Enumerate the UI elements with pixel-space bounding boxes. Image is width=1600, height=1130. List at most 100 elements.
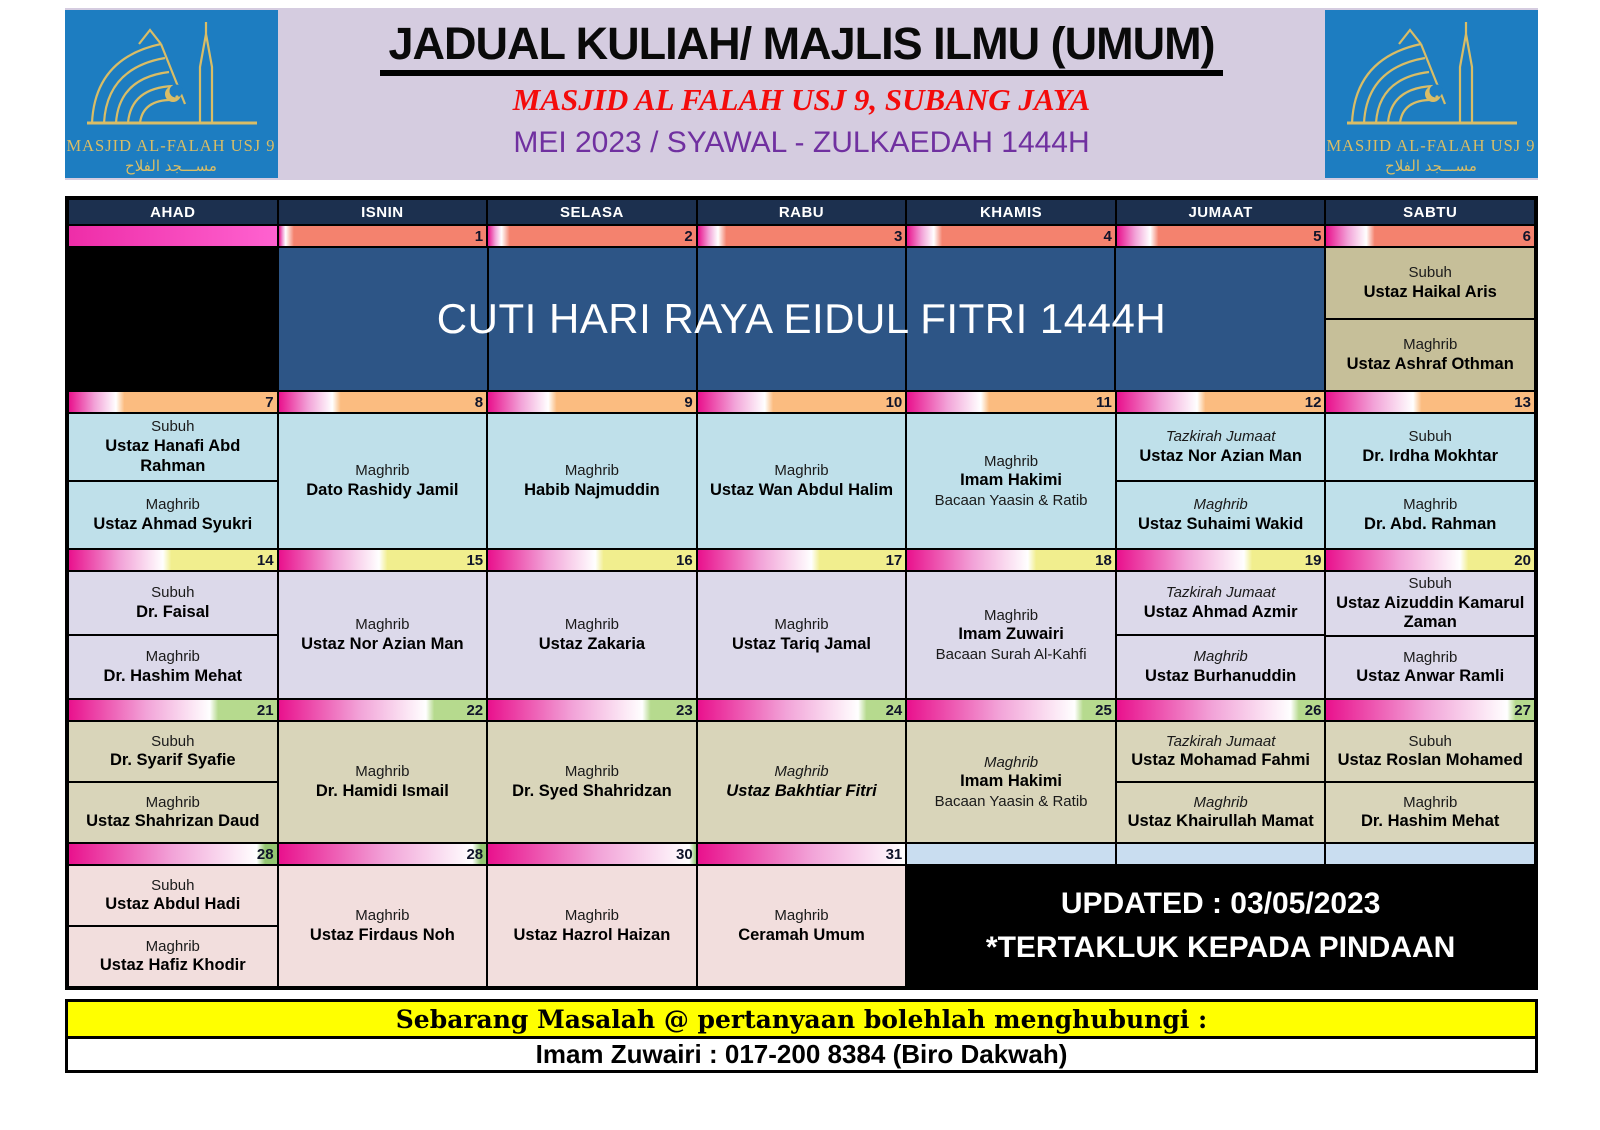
date-bar: [906, 843, 1116, 865]
schedule-cell-day-11: Maghrib Imam Hakimi Bacaan Yaasin & Ratib: [906, 413, 1116, 549]
crescent-icon: [1425, 84, 1443, 102]
date-bar-25: 25: [906, 699, 1116, 721]
prayer-time-label: Maghrib: [774, 763, 829, 781]
date-number: 8: [474, 393, 484, 411]
speaker-name: Dr. Faisal: [136, 602, 210, 621]
date-bar-28: 28: [68, 843, 278, 865]
footer: Sebarang Masalah @ pertanyaan bolehlah m…: [65, 999, 1538, 1073]
schedule-slot: Maghrib Ustaz Burhanuddin: [1116, 634, 1325, 698]
speaker-name: Ustaz Shahrizan Daud: [86, 812, 260, 831]
speaker-name: Imam Hakimi: [960, 471, 1062, 490]
day-header-khamis: KHAMIS: [906, 199, 1116, 225]
speaker-name: Ustaz Tariq Jamal: [731, 634, 872, 653]
speaker-name: Ustaz Khairullah Mamat: [1127, 812, 1314, 831]
date-bar-18: 18: [906, 549, 1116, 571]
prayer-time-label: Tazkirah Jumaat: [1165, 732, 1276, 750]
speaker-name: Ustaz Anwar Ramli: [1356, 667, 1505, 686]
speaker-name: Ustaz Hazrol Haizan: [513, 925, 671, 944]
speaker-name: Ustaz Roslan Mohamed: [1337, 751, 1523, 770]
schedule-cell-day-17: Maghrib Ustaz Tariq Jamal: [696, 571, 907, 699]
calendar-table: AHAD ISNIN SELASA RABU KHAMIS JUMAAT SABTU 1 2 3 4…: [65, 196, 1538, 990]
prayer-time-label: Subuh: [151, 876, 195, 894]
prayer-time-label: Maghrib: [1403, 793, 1458, 811]
logo-text: MASJID AL-FALAH USJ 9: [1326, 136, 1535, 155]
day-header-row: AHAD ISNIN SELASA RABU KHAMIS JUMAAT SABTU: [68, 199, 1535, 225]
schedule-slot: Subuh Dr. Syarif Syafie: [69, 722, 277, 781]
column-divider: [695, 248, 698, 390]
mosque-icon: [87, 22, 257, 125]
schedule-slot: Maghrib Ustaz Firdaus Noh: [279, 866, 487, 986]
date-number: 12: [1304, 393, 1322, 411]
week-row: CUTI HARI RAYA EIDUL FITRI 1444H Subuh Ust…: [68, 247, 1535, 391]
schedule-cell-day-26: Tazkirah Jumaat Ustaz Mohamad Fahmi Maghri…: [1115, 721, 1326, 843]
date-bar-28: 28: [277, 843, 488, 865]
date-number: 18: [1095, 551, 1112, 569]
date-number: 30: [676, 845, 693, 863]
schedule-slot: Maghrib Ustaz Suhaimi Wakid: [1116, 480, 1325, 548]
footer-contact-number: Imam Zuwairi : 017-200 8384 (Biro Dakwah…: [68, 1039, 1535, 1070]
schedule-slot: Maghrib Ustaz Zakaria: [488, 572, 696, 698]
schedule-slot: Maghrib Imam Zuwairi Bacaan Surah Al-Kahfi: [907, 572, 1115, 698]
column-divider: [1114, 248, 1117, 390]
date-number: 2: [684, 227, 693, 245]
speaker-name: Ustaz Ahmad Azmir: [1143, 602, 1298, 621]
mosque-logo: MASJID AL-FALAH USJ 9 مســـجد الفلاح: [1325, 10, 1538, 178]
activity-note: Bacaan Surah Al-Kahfi: [935, 645, 1087, 663]
schedule-slot: Maghrib Imam Hakimi Bacaan Yaasin & Ratib: [907, 414, 1115, 548]
schedule-cell-day-21: Subuh Dr. Syarif Syafie Maghrib Ustaz Shahr…: [68, 721, 278, 843]
schedule-cell-day-24: Maghrib Ustaz Bakhtiar Fitri: [696, 721, 907, 843]
week-row: Subuh Ustaz Hanafi Abd Rahman Maghrib Ustaz…: [68, 413, 1535, 549]
date-number: 19: [1304, 551, 1322, 569]
date-bar-row: 28 28 30 31: [68, 843, 1535, 865]
prayer-time-label: Maghrib: [1193, 793, 1248, 811]
schedule-slot: Maghrib Dr. Hamidi Ismail: [279, 722, 487, 842]
date-bar: [68, 225, 278, 247]
schedule-cell-day-20: Subuh Ustaz Aizuddin Kamarul Zaman Maghrib…: [1325, 571, 1535, 699]
prayer-time-label: Maghrib: [1403, 336, 1458, 354]
prayer-time-label: Maghrib: [983, 606, 1039, 624]
schedule-cell-day-13: Subuh Dr. Irdha Mokhtar Maghrib Dr. Abd. Ra…: [1325, 413, 1535, 549]
column-divider: [905, 248, 908, 390]
speaker-name: Dr. Syarif Syafie: [109, 751, 236, 770]
prayer-time-label: Maghrib: [145, 793, 200, 811]
date-bar-8: 8: [277, 391, 488, 413]
date-bar-1: 1: [277, 225, 488, 247]
schedule-slot: Maghrib Ustaz Hazrol Haizan: [488, 866, 696, 986]
schedule-cell-day-31: Maghrib Ceramah Umum: [696, 865, 907, 987]
column-divider: [486, 248, 489, 390]
speaker-name: Imam Hakimi: [960, 772, 1062, 791]
prayer-time-label: Subuh: [1408, 428, 1452, 446]
speaker-name: Ustaz Ahmad Syukri: [93, 514, 253, 533]
date-bar-30: 30: [487, 843, 697, 865]
schedule-slot: Maghrib Dr. Hashim Mehat: [1326, 781, 1534, 842]
prayer-time-label: Maghrib: [355, 907, 410, 925]
mosque-name: MASJID AL FALAH USJ 9, SUBANG JAYA: [512, 82, 1091, 118]
schedule-cell-day-30: Maghrib Ustaz Hazrol Haizan: [487, 865, 697, 987]
speaker-name: Ustaz Hafiz Khodir: [99, 956, 246, 975]
date-bar-15: 15: [277, 549, 488, 571]
date-number: 14: [256, 551, 274, 569]
prayer-time-label: Maghrib: [1403, 648, 1458, 666]
date-number: 28: [256, 845, 274, 863]
prayer-time-label: Maghrib: [564, 763, 620, 781]
update-note: UPDATED : 03/05/2023 *TERTAKLUK KEPADA PI…: [906, 865, 1535, 987]
schedule-slot: Maghrib Ustaz Hafiz Khodir: [69, 925, 277, 986]
speaker-name: Ustaz Aizuddin Kamarul Zaman: [1336, 593, 1525, 632]
date-number: 22: [466, 701, 484, 719]
calendar-period: MEI 2023 / SYAWAL - ZULKAEDAH 1444H: [513, 126, 1090, 160]
page-title: JADUAL KULIAH/ MAJLIS ILMU (UMUM): [380, 20, 1223, 77]
date-number: 20: [1514, 551, 1531, 569]
date-bar-23: 23: [487, 699, 697, 721]
schedule-cell-day-18: Maghrib Imam Zuwairi Bacaan Surah Al-Kahfi: [906, 571, 1116, 699]
schedule-cell-day-28: Subuh Ustaz Abdul Hadi Maghrib Ustaz Hafiz …: [68, 865, 278, 987]
page-header: MASJID AL-FALAH USJ 9 مســـجد الفلاح JAD…: [65, 8, 1538, 180]
schedule-slot: Subuh Ustaz Haikal Aris: [1326, 248, 1534, 318]
schedule-slot: Maghrib Ceramah Umum: [698, 866, 906, 986]
date-bar-26: 26: [1115, 699, 1326, 721]
speaker-name: Ustaz Firdaus Noh: [309, 925, 455, 944]
date-bar-20: 20: [1325, 549, 1535, 571]
schedule-slot: Tazkirah Jumaat Ustaz Mohamad Fahmi: [1117, 722, 1325, 781]
prayer-time-label: Maghrib: [1403, 496, 1458, 514]
logo-arabic-text: مســـجد الفلاح: [1385, 157, 1477, 175]
logo-arabic-text: مســـجد الفلاح: [125, 157, 217, 175]
